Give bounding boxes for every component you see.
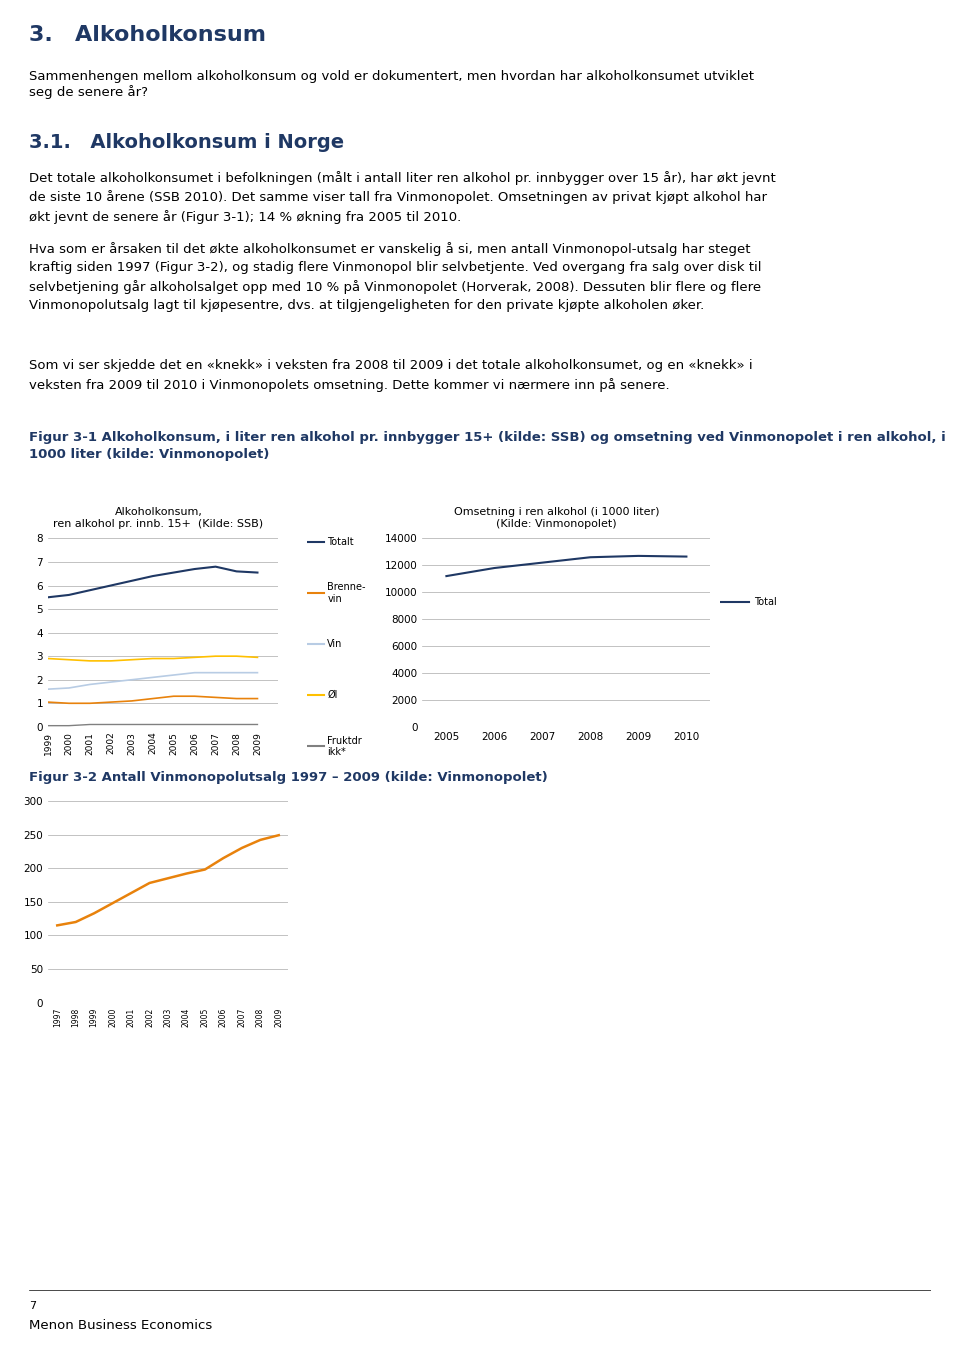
Text: Øl: Øl xyxy=(327,690,338,700)
Text: Hva som er årsaken til det økte alkoholkonsumet er vanskelig å si, men antall Vi: Hva som er årsaken til det økte alkoholk… xyxy=(29,242,761,312)
Text: Alkoholkonsum,
ren alkohol pr. innb. 15+  (Kilde: SSB): Alkoholkonsum, ren alkohol pr. innb. 15+… xyxy=(54,507,263,529)
Text: Sammenhengen mellom alkoholkonsum og vold er dokumentert, men hvordan har alkoho: Sammenhengen mellom alkoholkonsum og vol… xyxy=(29,70,754,98)
Text: 7: 7 xyxy=(29,1300,36,1311)
Text: Som vi ser skjedde det en «knekk» i veksten fra 2008 til 2009 i det totale alkoh: Som vi ser skjedde det en «knekk» i veks… xyxy=(29,359,753,392)
Text: Total: Total xyxy=(754,598,777,607)
Text: Figur 3-2 Antall Vinmonopolutsalg 1997 – 2009 (kilde: Vinmonopolet): Figur 3-2 Antall Vinmonopolutsalg 1997 –… xyxy=(29,771,547,783)
Text: Figur 3-1 Alkoholkonsum, i liter ren alkohol pr. innbygger 15+ (kilde: SSB) og o: Figur 3-1 Alkoholkonsum, i liter ren alk… xyxy=(29,431,946,460)
Text: 3. Alkoholkonsum: 3. Alkoholkonsum xyxy=(29,26,266,44)
Text: Brenne-
vin: Brenne- vin xyxy=(327,581,366,604)
Text: Totalt: Totalt xyxy=(327,537,354,546)
Text: Fruktdr
ikk*: Fruktdr ikk* xyxy=(327,735,362,758)
Text: Menon Business Economics: Menon Business Economics xyxy=(29,1319,212,1333)
Text: Vin: Vin xyxy=(327,639,343,649)
Text: Omsetning i ren alkohol (i 1000 liter)
(Kilde: Vinmonopolet): Omsetning i ren alkohol (i 1000 liter) (… xyxy=(454,507,660,529)
Text: 3.1. Alkoholkonsum i Norge: 3.1. Alkoholkonsum i Norge xyxy=(29,133,344,152)
Text: Det totale alkoholkonsumet i befolkningen (målt i antall liter ren alkohol pr. i: Det totale alkoholkonsumet i befolkninge… xyxy=(29,171,776,223)
Text: RAPPORT: RAPPORT xyxy=(828,1322,895,1335)
